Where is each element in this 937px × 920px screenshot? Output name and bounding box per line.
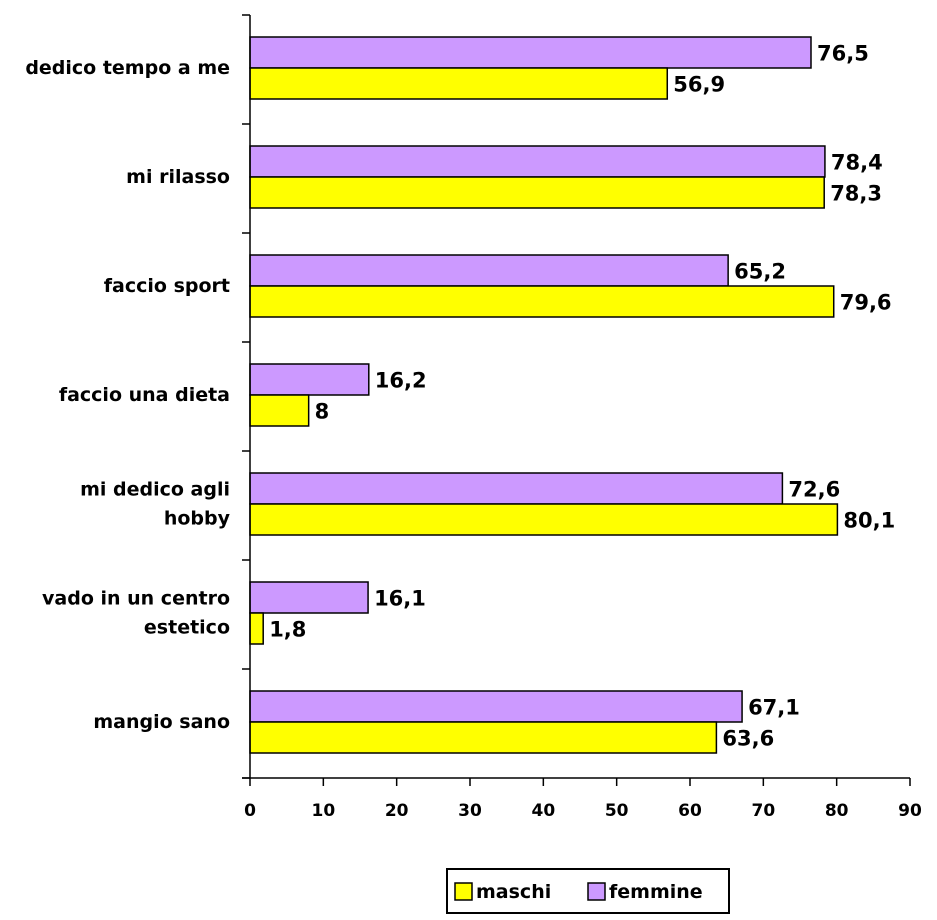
x-tick-label-50: 50 <box>605 801 629 821</box>
bar-femmine-0 <box>249 36 812 69</box>
value-label-maschi-4: 80,1 <box>843 509 895 533</box>
bar-maschi-1 <box>249 176 825 209</box>
category-label-2: faccio sport <box>104 275 230 297</box>
bar-maschi-2 <box>249 285 835 318</box>
bar-femmine-5 <box>249 581 369 614</box>
bar-femmine-1 <box>249 145 826 178</box>
bar-maschi-5 <box>249 612 264 645</box>
x-tick-label-10: 10 <box>311 801 335 821</box>
value-label-femmine-4: 72,6 <box>788 478 840 502</box>
legend-label-femmine: femmine <box>609 881 703 903</box>
value-label-femmine-5: 16,1 <box>374 587 426 611</box>
bar-maschi-0 <box>249 67 669 100</box>
bar-femmine-6 <box>249 690 743 723</box>
value-label-maschi-3: 8 <box>315 400 330 424</box>
x-tick-label-0: 0 <box>244 801 256 821</box>
legend-swatch-maschi <box>454 882 473 901</box>
value-label-maschi-6: 63,6 <box>722 727 774 751</box>
bar-femmine-2 <box>249 254 729 287</box>
legend-swatch-femmine <box>587 882 606 901</box>
category-label-0: dedico tempo a me <box>25 57 230 79</box>
legend-box <box>446 868 730 914</box>
category-label-4-line-1: hobby <box>164 508 231 530</box>
value-label-femmine-6: 67,1 <box>748 696 800 720</box>
value-label-femmine-0: 76,5 <box>817 42 869 66</box>
bar-femmine-4 <box>249 472 784 505</box>
legend-label-maschi: maschi <box>476 881 551 903</box>
bars-group <box>249 36 839 754</box>
value-label-femmine-2: 65,2 <box>734 260 786 284</box>
category-label-5-line-1: estetico <box>144 617 230 639</box>
x-tick-label-70: 70 <box>751 801 775 821</box>
x-tick-label-90: 90 <box>898 801 922 821</box>
labels-group: 76,5 56,9 dedico tempo a me 78,4 78,3 mi rila… <box>25 42 895 751</box>
bar-maschi-6 <box>249 721 718 754</box>
x-tick-label-80: 80 <box>825 801 849 821</box>
category-label-3: faccio una dieta <box>59 384 230 406</box>
category-label-6: mangio sano <box>93 711 230 733</box>
value-label-femmine-1: 78,4 <box>831 151 883 175</box>
bar-maschi-3 <box>249 394 310 427</box>
category-label-1: mi rilasso <box>126 166 230 188</box>
x-tick-label-30: 30 <box>458 801 482 821</box>
x-tick-label-60: 60 <box>678 801 702 821</box>
category-label-4-line-0: mi dedico agli <box>80 479 230 501</box>
bar-femmine-3 <box>249 363 370 396</box>
value-label-maschi-2: 79,6 <box>840 291 892 315</box>
x-tick-label-20: 20 <box>385 801 409 821</box>
x-tick-label-40: 40 <box>531 801 555 821</box>
value-label-maschi-0: 56,9 <box>673 73 725 97</box>
category-label-5-line-0: vado in un centro <box>42 588 230 610</box>
value-label-femmine-3: 16,2 <box>375 369 427 393</box>
axes-group: 0 10 20 30 40 50 60 70 80 90 <box>242 14 922 821</box>
legend: maschi femmine <box>446 868 730 914</box>
value-label-maschi-5: 1,8 <box>269 618 306 642</box>
value-label-maschi-1: 78,3 <box>830 182 882 206</box>
bar-maschi-4 <box>249 503 839 536</box>
